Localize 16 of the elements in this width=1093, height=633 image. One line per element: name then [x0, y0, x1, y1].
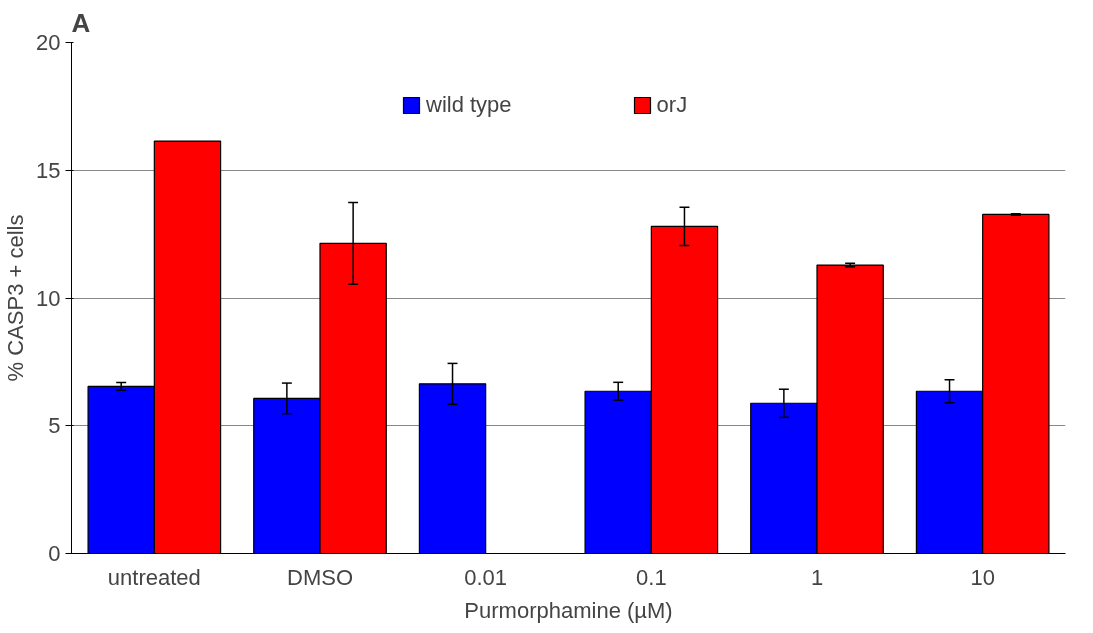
- legend-label: orJ: [656, 92, 688, 118]
- y-axis-title: % CASP3 + cells: [3, 214, 29, 382]
- x-tick-label: 1: [810, 564, 824, 590]
- y-tick-label: 5: [48, 413, 61, 439]
- x-axis-title: Purmorphamine (µM): [464, 597, 673, 623]
- legend-label: wild type: [426, 92, 512, 118]
- y-tick-label: 15: [36, 157, 61, 183]
- x-tick-label: 0.01: [464, 564, 508, 590]
- y-tick-label: 0: [48, 541, 61, 566]
- y-tick-label: 10: [36, 285, 61, 311]
- x-tick-label: untreated: [107, 564, 201, 590]
- x-tick-label: 10: [970, 564, 995, 590]
- chart-title: A: [71, 7, 91, 38]
- x-tick-label: 0.1: [636, 564, 667, 590]
- x-tick-label: DMSO: [287, 564, 353, 590]
- y-tick-label: 20: [36, 30, 61, 55]
